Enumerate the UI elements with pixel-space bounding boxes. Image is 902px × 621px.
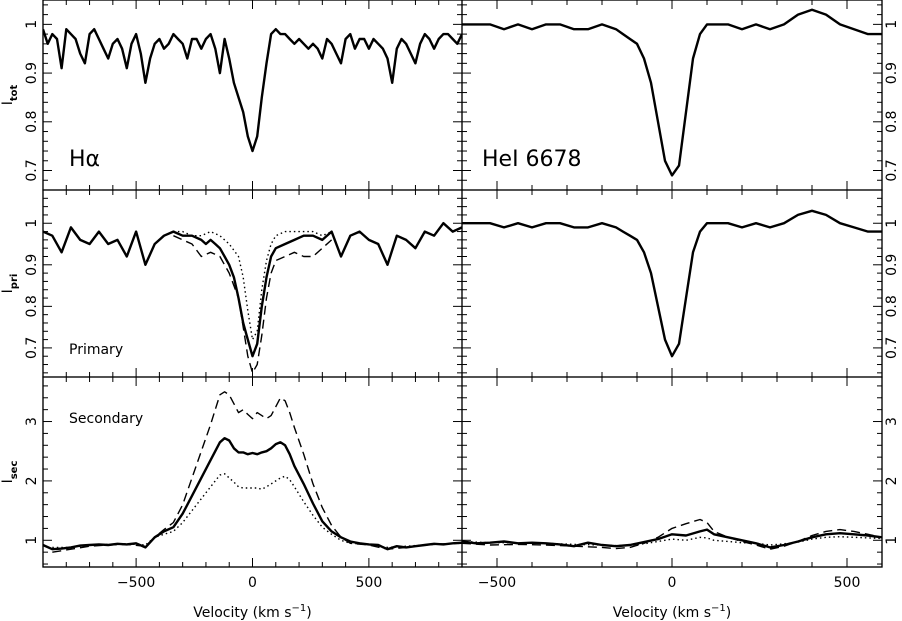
panel-border	[461, 189, 883, 378]
y-tick-label: 0.9	[24, 254, 40, 276]
series-dotted	[462, 536, 882, 547]
series-dashed	[173, 235, 333, 374]
y-tick-label-right: 2	[884, 476, 900, 485]
y-tick-label-right: 1	[884, 536, 900, 545]
y-tick-label-right: 3	[884, 417, 900, 426]
x-axis-label: Velocity (km s−1)	[613, 603, 732, 621]
panel-annotation: Secondary	[69, 411, 143, 427]
series-solid	[462, 209, 882, 358]
panel-middle-right: 0.7 0.8 0.9 1	[461, 189, 900, 378]
panel-annotation: Primary	[69, 342, 123, 358]
y-tick-label: 0.8	[24, 111, 40, 133]
x-tick-label: 500	[834, 575, 861, 591]
y-tick-label: 0.7	[24, 159, 40, 181]
y-axis-label: Itot	[0, 84, 20, 105]
y-axis-label: Isec	[0, 461, 20, 484]
series-solid	[462, 8, 882, 177]
series-solid	[43, 222, 462, 358]
y-tick-label-right: 1	[884, 219, 900, 228]
y-tick-label: 3	[24, 417, 40, 426]
y-tick-label-right: 0.9	[884, 62, 900, 84]
panel-top-left: 0.7 0.8 0.9 1 Hα	[24, 0, 463, 191]
panel-middle-left: 0.7 0.8 0.9 1 Primary	[24, 189, 463, 378]
x-axis-label: Velocity (km s−1)	[193, 603, 312, 621]
y-tick-label: 0.8	[24, 295, 40, 317]
panel-top-right: 0.7 0.8 0.9 1 HeI 6678	[461, 0, 900, 191]
y-tick-label-right: 1	[884, 20, 900, 29]
panel-annotation: HeI 6678	[482, 147, 582, 172]
y-tick-label: 1	[24, 20, 40, 29]
panel-annotation: Hα	[69, 147, 100, 172]
y-axis-label: Ipri	[0, 274, 20, 294]
y-tick-label: 1	[24, 536, 40, 545]
y-tick-label-right: 0.8	[884, 111, 900, 133]
y-tick-label: 0.7	[24, 337, 40, 359]
series-dotted	[173, 230, 332, 341]
series-solid	[43, 437, 462, 551]
y-tick-label: 2	[24, 476, 40, 485]
x-tick-label: −500	[478, 575, 516, 591]
y-tick-label: 0.9	[24, 62, 40, 84]
x-tick-label: 0	[248, 575, 257, 591]
x-tick-label: 0	[668, 575, 677, 591]
y-tick-label-right: 0.9	[884, 254, 900, 276]
y-tick-label-right: 0.7	[884, 159, 900, 181]
series-dashed	[52, 391, 462, 553]
series-solid	[43, 28, 462, 153]
y-tick-label: 1	[24, 219, 40, 228]
panel-bottom-right: 1 2 3 −500 0 500	[461, 376, 900, 591]
x-tick-label: 500	[356, 575, 383, 591]
y-tick-label-right: 0.8	[884, 295, 900, 317]
panel-border	[42, 0, 463, 191]
series-dotted	[52, 473, 462, 549]
y-tick-label-right: 0.7	[884, 337, 900, 359]
panel-bottom-left: 1 2 3 −500 0 500 Secondary	[24, 376, 463, 591]
panel-border	[42, 376, 463, 568]
panel-border	[461, 376, 883, 568]
x-tick-label: −500	[117, 575, 155, 591]
